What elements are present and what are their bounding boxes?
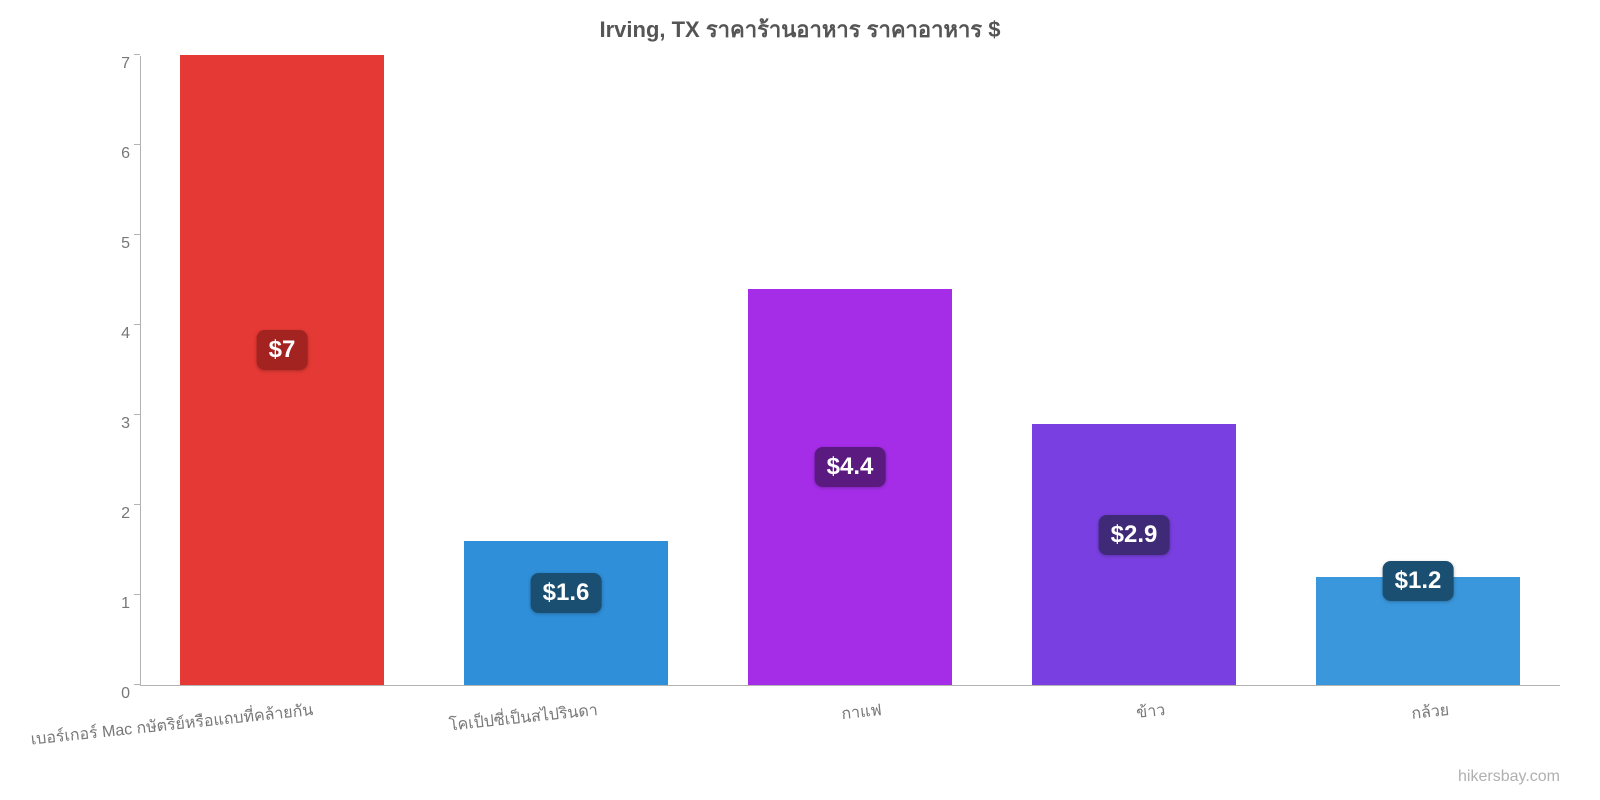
bar-value-label: $4.4 (815, 447, 886, 487)
y-tick-mark (134, 504, 140, 505)
y-tick-mark (134, 414, 140, 415)
price-bar-chart: Irving, TX ราคาร้านอาหาร ราคาอาหาร $ 012… (0, 0, 1600, 800)
y-axis-line (140, 56, 141, 685)
bar-value-label: $7 (257, 330, 308, 370)
x-category-label: กล้วย (1410, 698, 1450, 727)
y-tick-label: 7 (90, 55, 130, 73)
y-tick-label: 4 (90, 325, 130, 343)
attribution-text: hikersbay.com (0, 768, 1560, 786)
bar-value-label: $2.9 (1099, 515, 1170, 555)
plot-area: 01234567$7เบอร์เกอร์ Mac กษัตริย์หรือแถบ… (140, 56, 1560, 686)
bar-value-label: $1.6 (531, 573, 602, 613)
y-tick-label: 0 (90, 685, 130, 703)
y-tick-label: 6 (90, 145, 130, 163)
y-tick-label: 1 (90, 595, 130, 613)
x-category-label: กาแฟ (840, 698, 883, 727)
bar: $1.2 (1316, 577, 1520, 685)
bar-value-label: $1.2 (1383, 561, 1454, 601)
x-category-label: ข้าว (1135, 698, 1166, 726)
bar: $7 (180, 55, 384, 685)
y-tick-mark (134, 324, 140, 325)
chart-title: Irving, TX ราคาร้านอาหาร ราคาอาหาร $ (0, 12, 1600, 47)
x-category-label: เบอร์เกอร์ Mac กษัตริย์หรือแถบที่คล้ายกั… (30, 698, 315, 753)
x-category-label: โคเป็ปซี่เป็นสไปรินดา (447, 698, 598, 738)
bar: $4.4 (748, 289, 952, 685)
y-tick-label: 3 (90, 415, 130, 433)
y-tick-mark (134, 234, 140, 235)
y-tick-label: 5 (90, 235, 130, 253)
y-tick-mark (134, 144, 140, 145)
y-tick-mark (134, 594, 140, 595)
bar: $1.6 (464, 541, 668, 685)
y-tick-mark (134, 684, 140, 685)
y-tick-label: 2 (90, 505, 130, 523)
y-tick-mark (134, 54, 140, 55)
bar: $2.9 (1032, 424, 1236, 685)
